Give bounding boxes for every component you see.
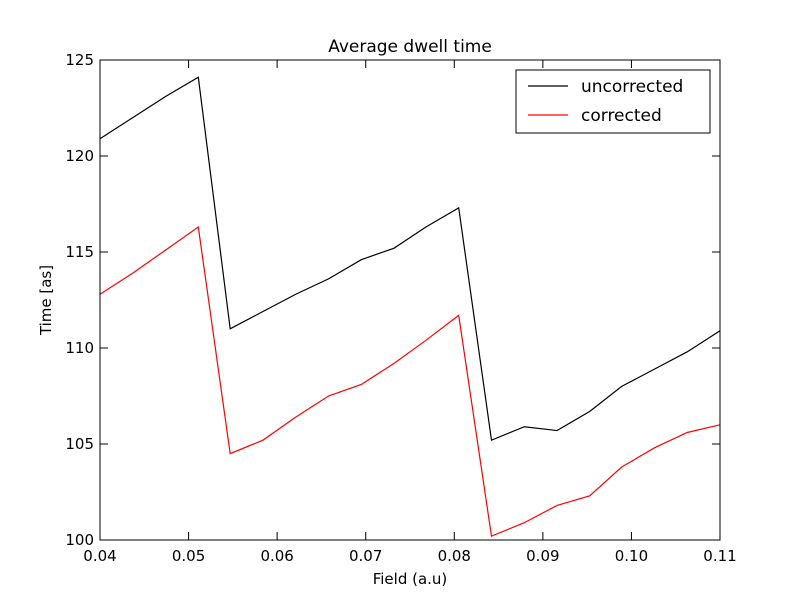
chart-title: Average dwell time bbox=[328, 37, 492, 57]
legend: uncorrected corrected bbox=[515, 69, 711, 134]
legend-label-corrected: corrected bbox=[581, 106, 662, 126]
series-layer bbox=[99, 76, 721, 538]
series-line-uncorrected bbox=[99, 76, 721, 442]
axes-layer: 0.04 0.05 0.06 0.07 0.08 0.09 0.10 0.11 100 105 11… bbox=[65, 51, 736, 565]
x-axis-label: Field (a.u) bbox=[373, 570, 448, 588]
y-tick-label: 110 bbox=[65, 339, 94, 357]
x-tick-label: 0.08 bbox=[438, 547, 471, 565]
legend-label-uncorrected: uncorrected bbox=[581, 77, 683, 97]
y-axis-label: Time [as] bbox=[37, 265, 55, 336]
y-tick-label: 100 bbox=[65, 531, 94, 549]
x-tick-label: 0.04 bbox=[83, 547, 116, 565]
x-tick-label: 0.10 bbox=[615, 547, 648, 565]
x-tick-label: 0.09 bbox=[526, 547, 559, 565]
y-tick-label: 125 bbox=[65, 51, 94, 69]
legend-box bbox=[515, 69, 711, 134]
x-tick-label: 0.05 bbox=[172, 547, 205, 565]
series-line-corrected bbox=[99, 225, 721, 538]
y-tick-label: 115 bbox=[65, 243, 94, 261]
x-tick-label: 0.07 bbox=[349, 547, 382, 565]
plot-frame bbox=[99, 59, 721, 541]
x-tick-label: 0.11 bbox=[703, 547, 736, 565]
y-tick-label: 120 bbox=[65, 147, 94, 165]
x-tick-label: 0.06 bbox=[260, 547, 293, 565]
y-tick-label: 105 bbox=[65, 435, 94, 453]
